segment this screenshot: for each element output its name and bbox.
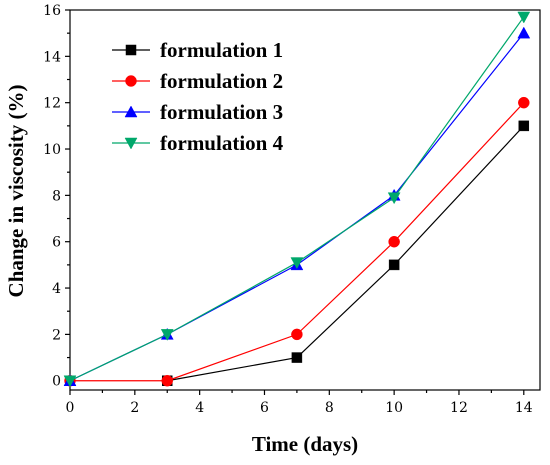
y-tick-label: 2 xyxy=(52,327,61,343)
series-line xyxy=(167,125,525,382)
x-tick-label: 2 xyxy=(130,400,139,416)
series-2 xyxy=(64,96,530,387)
data-point xyxy=(291,328,303,341)
legend-label: formulation 3 xyxy=(160,100,283,124)
y-tick-label: 6 xyxy=(52,235,61,251)
x-tick-label: 8 xyxy=(325,400,334,416)
legend-marker xyxy=(124,105,138,118)
y-tick-label: 12 xyxy=(43,96,61,112)
legend-item: formulation 4 xyxy=(112,131,284,155)
legend-marker xyxy=(125,44,137,56)
x-tick-label: 14 xyxy=(515,400,533,416)
y-tick-label: 0 xyxy=(52,374,61,390)
legend-label: formulation 2 xyxy=(160,69,283,93)
legend-item: formulation 3 xyxy=(112,100,283,124)
x-tick-label: 6 xyxy=(260,400,269,416)
data-point xyxy=(291,352,303,363)
legend-marker xyxy=(124,137,138,150)
x-tick-label: 0 xyxy=(66,400,75,416)
data-point xyxy=(517,11,531,24)
series-1 xyxy=(161,120,530,386)
y-tick-label: 4 xyxy=(52,281,61,297)
legend-marker xyxy=(125,75,137,87)
data-point xyxy=(517,26,531,39)
data-point xyxy=(290,257,304,270)
axes: 0 2 4 6 8 10 12 14 0 2 4 6 8 10 12 14 16 xyxy=(43,3,541,416)
x-tick-label: 12 xyxy=(450,400,468,416)
data-point xyxy=(518,120,530,132)
data-point xyxy=(160,329,174,341)
legend-label: formulation 4 xyxy=(160,131,284,155)
data-point xyxy=(388,259,400,271)
y-tick-label: 14 xyxy=(43,49,61,65)
x-tick-label: 10 xyxy=(385,400,403,416)
y-tick-label: 8 xyxy=(52,188,61,204)
legend-label: formulation 1 xyxy=(160,38,283,62)
data-point xyxy=(518,96,530,109)
series-4 xyxy=(63,11,531,388)
series-line xyxy=(69,32,525,382)
data-point xyxy=(161,374,173,387)
legend: formulation 1 formulation 2 formulation 3 f… xyxy=(112,38,284,155)
x-axis-title: Time (days) xyxy=(252,432,358,456)
y-tick-label: 10 xyxy=(43,142,61,158)
y-tick-label: 16 xyxy=(43,3,61,19)
data-point xyxy=(63,375,77,388)
x-tick-label: 4 xyxy=(195,400,204,416)
data-point xyxy=(387,192,401,205)
legend-item: formulation 1 xyxy=(112,38,283,62)
y-axis-title: Change in viscosity (%) xyxy=(4,85,28,298)
series-layer xyxy=(63,11,531,388)
plot-frame xyxy=(69,9,541,391)
legend-item: formulation 2 xyxy=(112,69,283,93)
data-point xyxy=(388,235,400,248)
